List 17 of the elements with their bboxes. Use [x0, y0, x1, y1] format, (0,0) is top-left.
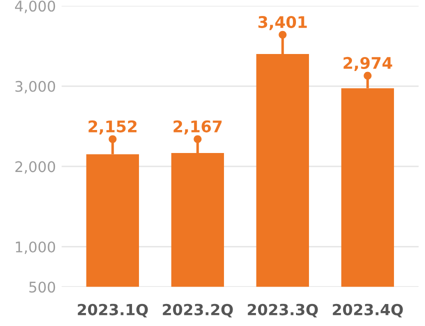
point — [108, 135, 117, 144]
x-tick-label: 2023.4Q — [332, 304, 403, 318]
point — [278, 30, 287, 39]
x-tick-label: 2023.2Q — [162, 304, 233, 318]
y-tick-label: 2,000 — [15, 161, 56, 174]
y-tick-label: 4,000 — [15, 0, 56, 14]
data-label: 2,974 — [344, 56, 392, 72]
point — [194, 135, 202, 144]
point — [364, 72, 372, 80]
x-tick-label: 2023.3Q — [248, 304, 318, 318]
x-tick-label: 2023.1Q — [78, 304, 148, 318]
y-tick-label: 500 — [29, 282, 56, 293]
y-tick-label: 1,000 — [16, 241, 56, 254]
y-tick-label: 3,000 — [15, 80, 56, 94]
data-label: 3,401 — [258, 16, 307, 30]
data-label: 2,167 — [174, 120, 222, 134]
data-label: 2,152 — [88, 120, 136, 134]
